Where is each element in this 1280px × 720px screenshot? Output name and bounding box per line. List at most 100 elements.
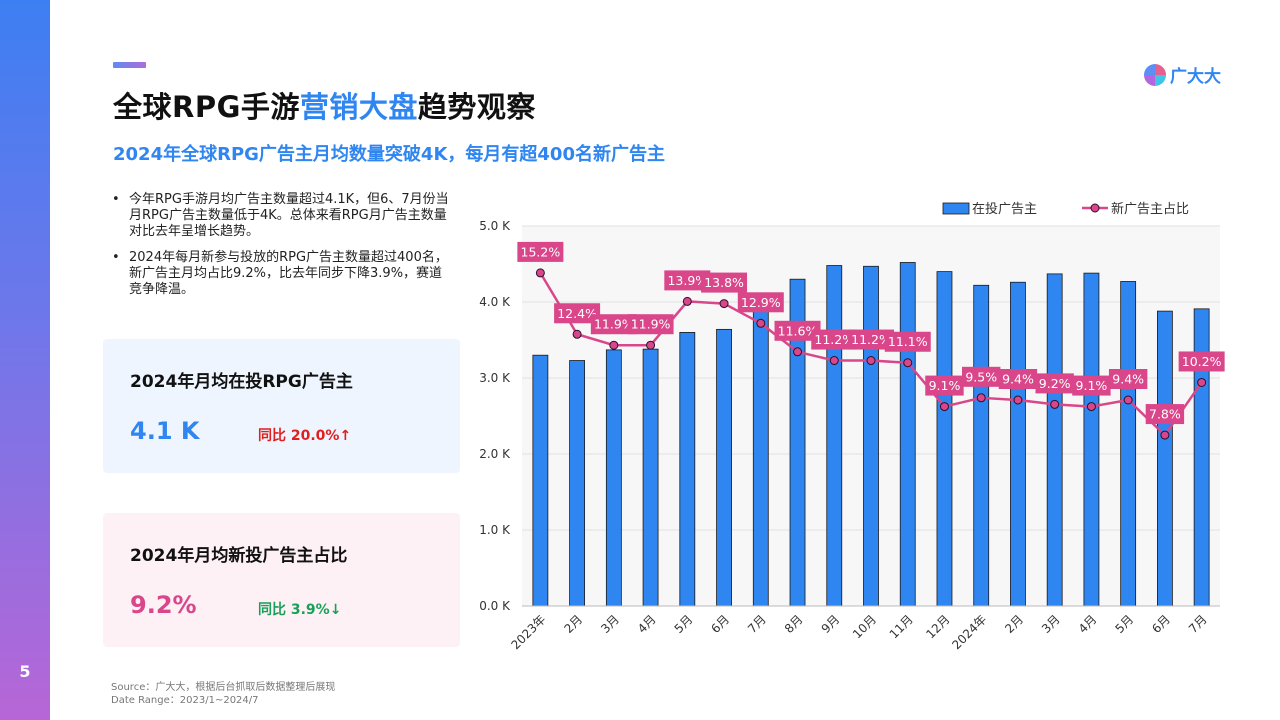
data-label: 11.9% <box>631 317 671 332</box>
kpi-yoy: 同比 20.0%↑ <box>258 428 352 444</box>
x-tick-label: 2月 <box>1002 612 1026 636</box>
data-label: 11.9% <box>594 317 634 332</box>
ratio-point <box>646 340 656 350</box>
data-label-box <box>925 375 964 396</box>
ratio-point <box>609 340 619 350</box>
x-tick-label: 5月 <box>672 612 696 636</box>
page-subtitle: 2024年全球RPG广告主月均数量突破4K，每月有超400名新广告主 <box>113 144 665 165</box>
bar <box>716 328 732 607</box>
kpi-value: 9.2% <box>130 591 197 619</box>
ratio-point <box>535 268 545 278</box>
bar <box>605 349 622 607</box>
data-label: 11.2% <box>814 332 854 347</box>
ratio-point <box>1197 377 1207 387</box>
x-tick-label: 7月 <box>745 612 769 636</box>
page-number: 5 <box>19 662 31 681</box>
data-label-box <box>774 320 821 341</box>
ratio-point <box>939 402 949 412</box>
data-label-box <box>664 270 711 291</box>
data-label: 9.5% <box>965 369 997 384</box>
x-tick-label: 7月 <box>1186 612 1210 636</box>
ratio-point <box>1160 430 1170 440</box>
x-tick-label: 6月 <box>708 612 732 636</box>
ratio-point <box>572 329 582 339</box>
data-label: 9.1% <box>1076 378 1108 393</box>
bar <box>642 348 659 607</box>
data-label: 12.4% <box>557 306 597 321</box>
data-label: 9.2% <box>1039 376 1071 391</box>
legend-label: 在投广告主 <box>972 201 1037 217</box>
data-label-box <box>1108 369 1148 390</box>
bar <box>752 309 769 607</box>
date-range-line: Date Range：2023/1~2024/7 <box>111 695 259 706</box>
data-label-box <box>998 369 1038 390</box>
x-tick-label: 2月 <box>561 612 585 636</box>
bar <box>826 265 843 607</box>
legend-bar-swatch <box>942 202 970 215</box>
y-tick-label: 4.0 K <box>479 295 511 309</box>
data-label-box <box>1178 351 1225 372</box>
x-tick-label: 6月 <box>1149 612 1173 636</box>
page-title: 全球RPG手游营销大盘趋势观察 <box>113 84 536 126</box>
ratio-point <box>866 356 876 366</box>
x-tick-label: 8月 <box>782 612 806 636</box>
ratio-point <box>903 358 913 368</box>
x-tick-label: 4月 <box>1076 612 1100 636</box>
kpi-card-advertisers: 2024年月均在投RPG广告主 4.1 K 同比 20.0%↑ <box>103 339 460 473</box>
data-label: 10.2% <box>1182 354 1222 369</box>
y-tick-label: 0.0 K <box>479 599 511 613</box>
ratio-point <box>976 393 986 403</box>
bar <box>679 331 696 607</box>
bar <box>569 360 586 607</box>
ratio-point <box>682 296 692 306</box>
data-label: 15.2% <box>521 244 561 259</box>
data-label: 11.6% <box>778 323 818 338</box>
data-label: 13.8% <box>704 275 744 290</box>
bar <box>936 271 953 607</box>
data-label-box <box>590 314 637 335</box>
bullet-item: 今年RPG手游月均广告主数量超过4.1K，但6、7月份当月RPG广告主数量低于4… <box>111 192 451 240</box>
kpi-card-new-ratio: 2024年月均新投广告主占比 9.2% 同比 3.9%↓ <box>103 513 460 647</box>
legend-label: 新广告主占比 <box>1111 201 1189 217</box>
bullet-item: 2024年每月新参与投放的RPG广告主数量超过400名，新广告主月均占比9.2%… <box>111 250 451 298</box>
bar <box>1156 310 1173 607</box>
kpi-value: 4.1 K <box>130 417 200 445</box>
data-label-box <box>627 314 674 335</box>
bar <box>532 354 549 607</box>
data-label-box <box>701 272 748 293</box>
data-label-box <box>962 366 1001 387</box>
bar <box>1083 272 1100 607</box>
data-label-box <box>1072 375 1111 396</box>
y-tick-label: 1.0 K <box>479 523 511 537</box>
kpi-title: 2024年月均新投广告主占比 <box>130 546 348 566</box>
bar <box>1046 273 1063 607</box>
data-label-box <box>884 331 931 352</box>
ratio-point <box>793 347 803 357</box>
data-label: 12.9% <box>741 295 781 310</box>
source-note: Source：广大大，根据后台抓取后数据整理后展现 Date Range：202… <box>111 681 335 707</box>
title-part-3: 趋势观察 <box>417 90 536 124</box>
data-label-box <box>848 329 894 350</box>
x-tick-label: 11月 <box>887 612 916 641</box>
kpi-title: 2024年月均在投RPG广告主 <box>130 372 353 392</box>
bar <box>863 265 879 607</box>
chart-legend: 在投广告主 新广告主占比 <box>942 201 1189 217</box>
side-accent-bar <box>0 0 50 720</box>
x-tick-label: 9月 <box>819 612 843 636</box>
x-tick-label: 5月 <box>1112 612 1136 636</box>
x-tick-label: 4月 <box>635 612 659 636</box>
data-label-box <box>517 241 564 262</box>
ratio-point <box>1050 399 1060 409</box>
data-label-box <box>1035 373 1074 394</box>
ratio-point <box>829 356 839 366</box>
data-label: 9.4% <box>1002 372 1034 387</box>
ratio-point <box>1123 395 1133 405</box>
ratio-point <box>1086 402 1096 412</box>
data-label: 9.4% <box>1112 372 1144 387</box>
data-label: 13.9% <box>667 273 707 288</box>
legend-line-marker <box>1090 203 1100 213</box>
y-tick-label: 5.0 K <box>479 219 511 233</box>
ratio-point <box>1013 395 1023 405</box>
data-label: 7.8% <box>1149 407 1181 422</box>
data-label-box <box>1145 404 1185 425</box>
